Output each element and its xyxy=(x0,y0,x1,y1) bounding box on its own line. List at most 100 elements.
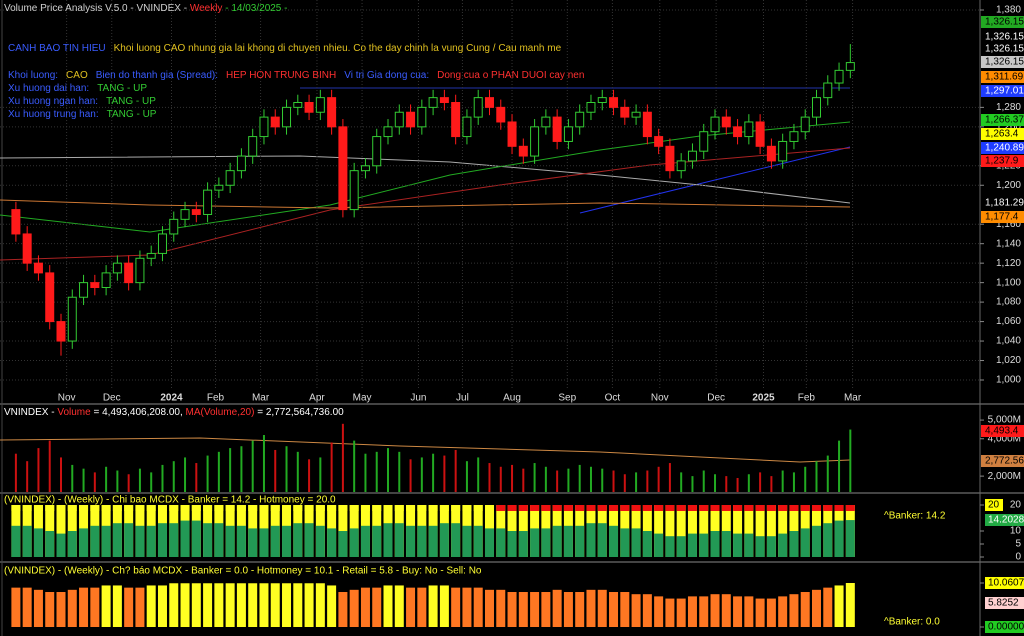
hotmoney-top xyxy=(462,505,472,511)
retail-bar xyxy=(349,589,359,627)
retail-bar xyxy=(282,583,292,627)
volume-bar xyxy=(341,423,344,492)
retail-bar xyxy=(146,585,156,627)
volume-bar xyxy=(781,470,784,492)
y-tick-label: 1,380 xyxy=(996,5,1021,16)
banker-bar xyxy=(845,520,855,557)
banker-bar xyxy=(383,523,393,557)
candle-body xyxy=(383,126,393,138)
candle-body xyxy=(620,106,630,118)
hotmoney-bar xyxy=(755,505,765,557)
hotmoney-top xyxy=(789,505,799,511)
banker-bar xyxy=(575,525,585,557)
y-tick-label: 0 xyxy=(1015,552,1021,563)
candle-body xyxy=(203,189,213,215)
volume-bar xyxy=(612,470,615,492)
banker-bar xyxy=(11,525,21,557)
candle-body xyxy=(778,140,788,162)
hotmoney-top xyxy=(609,505,619,511)
candle-body xyxy=(586,102,596,113)
candle-body xyxy=(462,116,472,138)
retail-bar xyxy=(439,585,449,627)
banker-bar xyxy=(507,531,517,557)
retail-bar xyxy=(293,583,303,627)
text-segment: HEP HON TRUNG BINH xyxy=(226,70,336,81)
hotmoney-bar xyxy=(766,505,776,557)
banker-bar xyxy=(270,525,280,557)
banker-bar xyxy=(304,523,314,557)
banker-bar xyxy=(33,528,43,557)
hotmoney-top xyxy=(552,505,562,511)
retail-bar xyxy=(428,585,438,627)
volume-bar xyxy=(465,461,468,492)
price-label: 1,311.69 xyxy=(985,72,1024,83)
hotmoney-top xyxy=(642,505,652,511)
volume-bar xyxy=(387,448,390,492)
banker-bar xyxy=(597,523,607,557)
x-tick-label: Mar xyxy=(844,393,862,404)
volume-bar xyxy=(702,470,705,492)
candle-body xyxy=(225,170,235,186)
value-label: 20 xyxy=(988,500,1000,511)
banker-bar xyxy=(473,525,483,557)
retail-bar xyxy=(755,598,765,627)
hotmoney-top xyxy=(699,505,709,511)
banker-bar xyxy=(586,523,596,557)
volume-bar xyxy=(409,459,412,492)
panel-header: VNINDEX - Volume = 4,493,406,208.00, MA(… xyxy=(4,407,344,418)
hotmoney-top xyxy=(778,505,788,511)
banker-bar xyxy=(191,520,201,557)
candle-body xyxy=(496,106,506,123)
text-segment: Xu huong ngan han: xyxy=(8,96,98,107)
text-segment: Vi tri Gia dong cua: xyxy=(344,70,429,81)
hotmoney-top xyxy=(214,505,224,511)
volume-bar xyxy=(37,448,40,492)
candle-body xyxy=(180,209,190,220)
retail-bar xyxy=(383,585,393,627)
retail-bar xyxy=(699,596,709,627)
candle-body xyxy=(597,97,607,103)
volume-bar xyxy=(849,429,852,492)
hotmoney-bar xyxy=(56,505,66,557)
text-segment: Weekly xyxy=(190,3,223,14)
candle-body xyxy=(451,102,461,138)
volume-bar xyxy=(725,476,728,492)
hotmoney-top xyxy=(496,505,506,511)
x-tick-label: Mar xyxy=(252,393,270,404)
banker-bar xyxy=(169,523,179,557)
retail-bar xyxy=(124,587,134,627)
retail-bar xyxy=(90,587,100,627)
hotmoney-top xyxy=(733,505,743,511)
hotmoney-top xyxy=(417,505,427,511)
candle-body xyxy=(56,321,66,342)
hotmoney-bar xyxy=(778,505,788,557)
retail-bar xyxy=(823,587,833,627)
price-label-box xyxy=(981,31,1024,43)
volume-bar xyxy=(747,474,750,492)
retail-bar xyxy=(360,587,370,627)
candle-body xyxy=(609,97,619,108)
candle-body xyxy=(710,116,720,133)
volume-bar xyxy=(274,449,277,492)
hotmoney-top xyxy=(33,505,43,511)
retail-bar xyxy=(372,587,382,627)
banker-bar xyxy=(642,531,652,557)
candle-body xyxy=(270,116,280,128)
y-tick-label: 1,200 xyxy=(996,180,1021,191)
volume-bar xyxy=(635,472,638,492)
retail-bar xyxy=(541,592,551,627)
banker-bar xyxy=(676,536,686,557)
price-label: 1,266.37 xyxy=(985,115,1024,126)
retail-bar xyxy=(406,587,416,627)
volume-bar xyxy=(567,468,570,492)
volume-bar xyxy=(826,455,829,492)
retail-bar xyxy=(22,587,32,627)
hotmoney-top xyxy=(372,505,382,511)
candle-body xyxy=(484,97,494,108)
candle-body xyxy=(327,97,337,128)
volume-bar xyxy=(578,464,581,492)
banker-bar xyxy=(56,533,66,557)
volume-bar xyxy=(623,474,626,492)
retail-bar xyxy=(417,587,427,627)
hotmoney-top xyxy=(124,505,134,511)
